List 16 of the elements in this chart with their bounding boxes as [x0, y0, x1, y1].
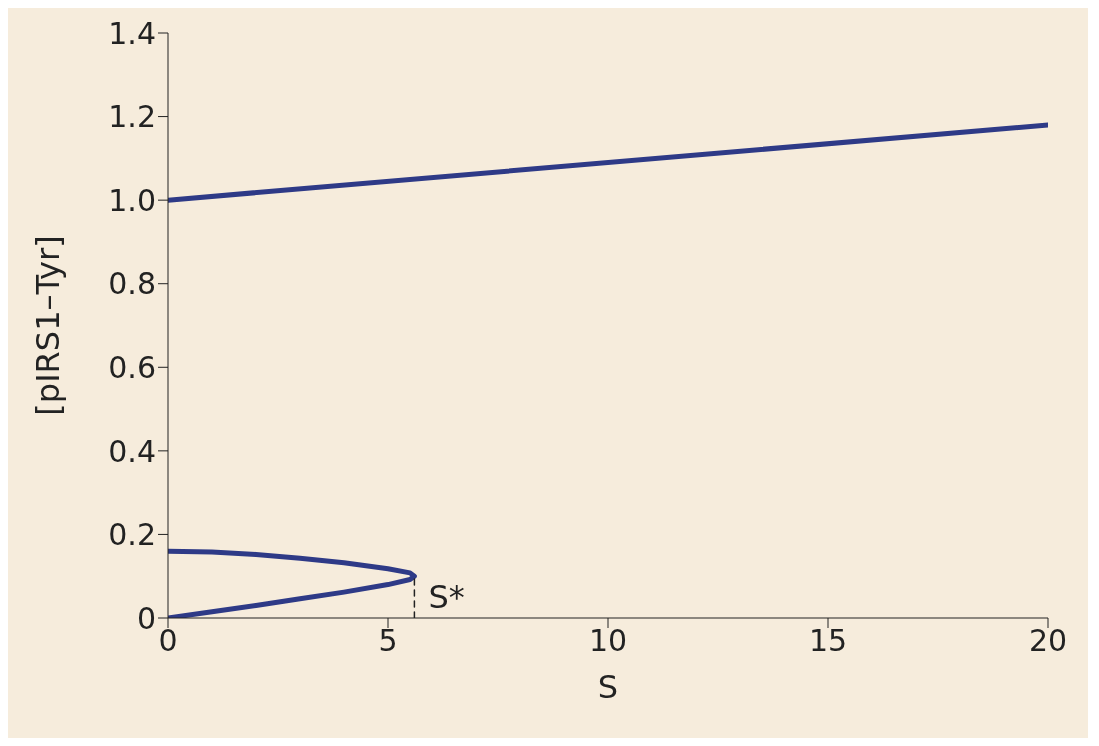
x-tick-label: 15 [808, 623, 848, 659]
y-tick-label: 0.6 [108, 349, 156, 385]
y-tick-label: 0.2 [108, 517, 156, 553]
x-tick-label: 10 [588, 623, 628, 659]
y-tick-label: 0 [136, 600, 156, 636]
annotation: S* [428, 578, 465, 617]
y-tick-label: 1.0 [108, 182, 156, 218]
x-tick-label: 0 [158, 623, 178, 659]
y-tick-label: 0.4 [108, 433, 156, 469]
y-axis-title: [pIRS1–Tyr] [29, 235, 68, 416]
y-tick-label: 1.2 [108, 99, 156, 135]
x-axis-title: S [597, 668, 619, 706]
x-tick-label: 20 [1028, 623, 1068, 659]
y-tick-label: 0.8 [108, 266, 156, 302]
x-tick-label: 5 [378, 623, 398, 659]
y-tick-label: 1.4 [108, 15, 156, 51]
